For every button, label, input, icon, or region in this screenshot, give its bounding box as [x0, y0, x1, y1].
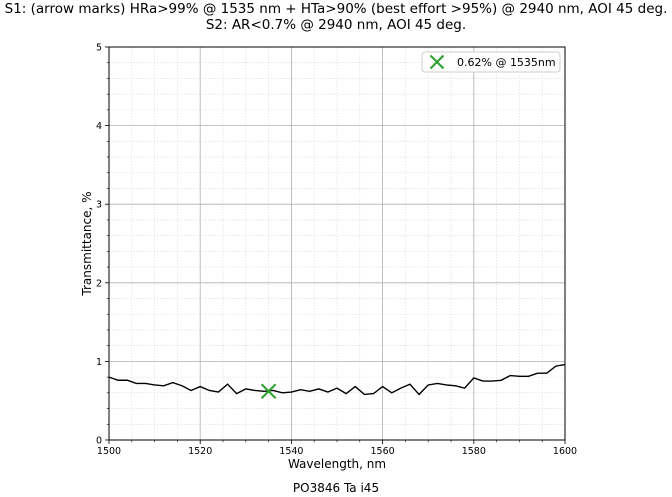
footer-caption: PO3846 Ta i45 — [292, 481, 380, 495]
x-axis-label: Wavelength, nm — [288, 457, 386, 471]
marker-x-stroke — [260, 383, 277, 399]
y-tick-label: 1 — [96, 357, 102, 368]
x-tick-label: 1500 — [97, 446, 121, 457]
x-tick-label: 1600 — [553, 446, 577, 457]
y-tick-label: 3 — [96, 200, 102, 211]
legend-box — [421, 51, 561, 73]
legend: 0.62% @ 1535nm — [421, 51, 561, 73]
marker-point — [260, 383, 277, 399]
x-tick-label: 1580 — [462, 446, 486, 457]
transmittance-chart: 1500 1520 1540 1560 1580 1600 0 1 2 3 4 5 Wavelengt… — [80, 43, 577, 472]
legend-marker-stroke — [429, 54, 445, 70]
y-tick-label: 4 — [96, 121, 102, 132]
x-tick-label: 1520 — [188, 446, 212, 457]
y-tick-label: 2 — [96, 278, 102, 289]
transmittance-line — [108, 363, 566, 396]
y-tick-label: 0 — [96, 436, 102, 447]
legend-label: 0.62% @ 1535nm — [457, 56, 556, 69]
axis-ticks: 1500 1520 1540 1560 1580 1600 0 1 2 3 4 5 — [96, 43, 577, 458]
x-tick-label: 1560 — [371, 446, 395, 457]
chart-title-line-2: S2: AR<0.7% @ 2940 nm, AOI 45 deg. — [205, 17, 467, 33]
y-axis-label: Transmittance, % — [80, 191, 94, 296]
x-tick-label: 1540 — [279, 446, 303, 457]
y-tick-label: 5 — [96, 43, 102, 54]
chart-title-line-1: S1: (arrow marks) HRa>99% @ 1535 nm + HT… — [4, 1, 668, 17]
legend-x-marker-icon — [429, 54, 445, 70]
